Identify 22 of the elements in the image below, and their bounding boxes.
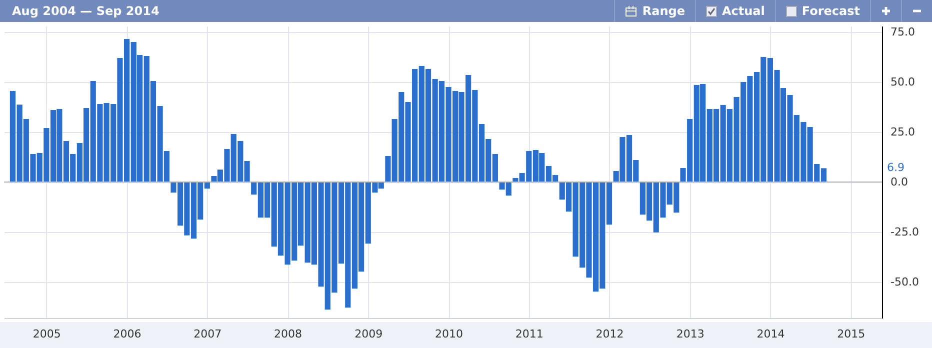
x-tick-label: 2008	[274, 328, 302, 340]
text: Actual	[722, 4, 765, 18]
y-tick-label: 75.0	[890, 26, 915, 38]
y-tick-label: 25.0	[890, 126, 915, 138]
x-tick-label: 2009	[354, 328, 383, 340]
y-tick-label: 50.0	[890, 76, 915, 88]
x-tick-label: 2006	[113, 328, 142, 340]
chart-title: Aug 2004 — Sep 2014	[11, 4, 160, 18]
x-tick-label: 2014	[756, 328, 785, 340]
x-tick-label: 2015	[837, 328, 866, 340]
x-tick-label: 2007	[194, 328, 222, 340]
text: Range	[642, 4, 685, 18]
x-tick-label: 2005	[32, 328, 61, 340]
y-tick-label: 0.0	[890, 176, 908, 188]
text: Forecast	[802, 4, 860, 18]
x-tick-label: 2010	[435, 328, 464, 340]
y-tick-label: -50.0	[890, 276, 919, 288]
x-tick-label: 2012	[596, 328, 624, 340]
text: 6.9	[887, 161, 904, 174]
x-tick-label: 2013	[676, 328, 704, 340]
y-tick-label: -25.0	[890, 226, 919, 238]
x-tick-label: 2011	[515, 328, 544, 340]
